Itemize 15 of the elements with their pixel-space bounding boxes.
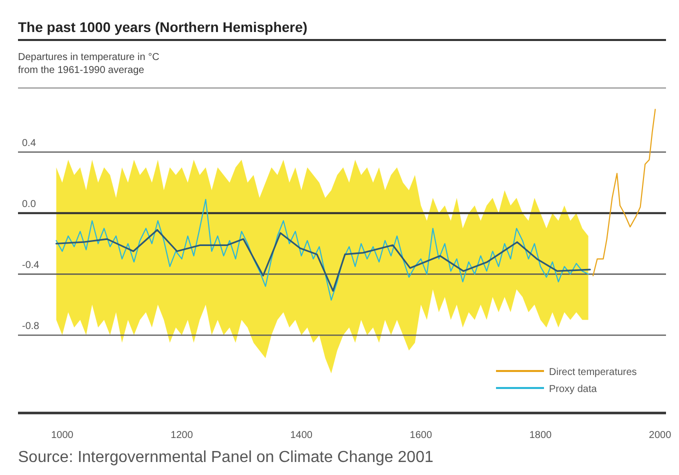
y-tick-label: -0.8 [22, 321, 40, 332]
source-note: Source: Intergovernmental Panel on Climate Change 2001 [18, 449, 434, 466]
x-tick-label: 1400 [290, 430, 313, 441]
legend-label: Proxy data [549, 384, 598, 395]
x-tick-label: 1200 [170, 430, 194, 441]
y-axis-title: Departures in temperature in °C from the 1961-1990 average [18, 52, 160, 76]
x-tick-label: 2000 [648, 430, 672, 441]
x-tick-label: 1800 [529, 430, 552, 441]
y-tick-label: -0.4 [22, 260, 40, 272]
y-tick-label: 0.0 [22, 199, 36, 210]
y-tick-label: 0.4 [22, 138, 36, 150]
x-tick-label: 1000 [51, 430, 74, 441]
legend-label: Direct temperatures [549, 367, 637, 378]
x-tick-label: 1600 [410, 430, 432, 441]
chart-title: The past 1000 years (Northern Hemisphere) [18, 19, 308, 35]
